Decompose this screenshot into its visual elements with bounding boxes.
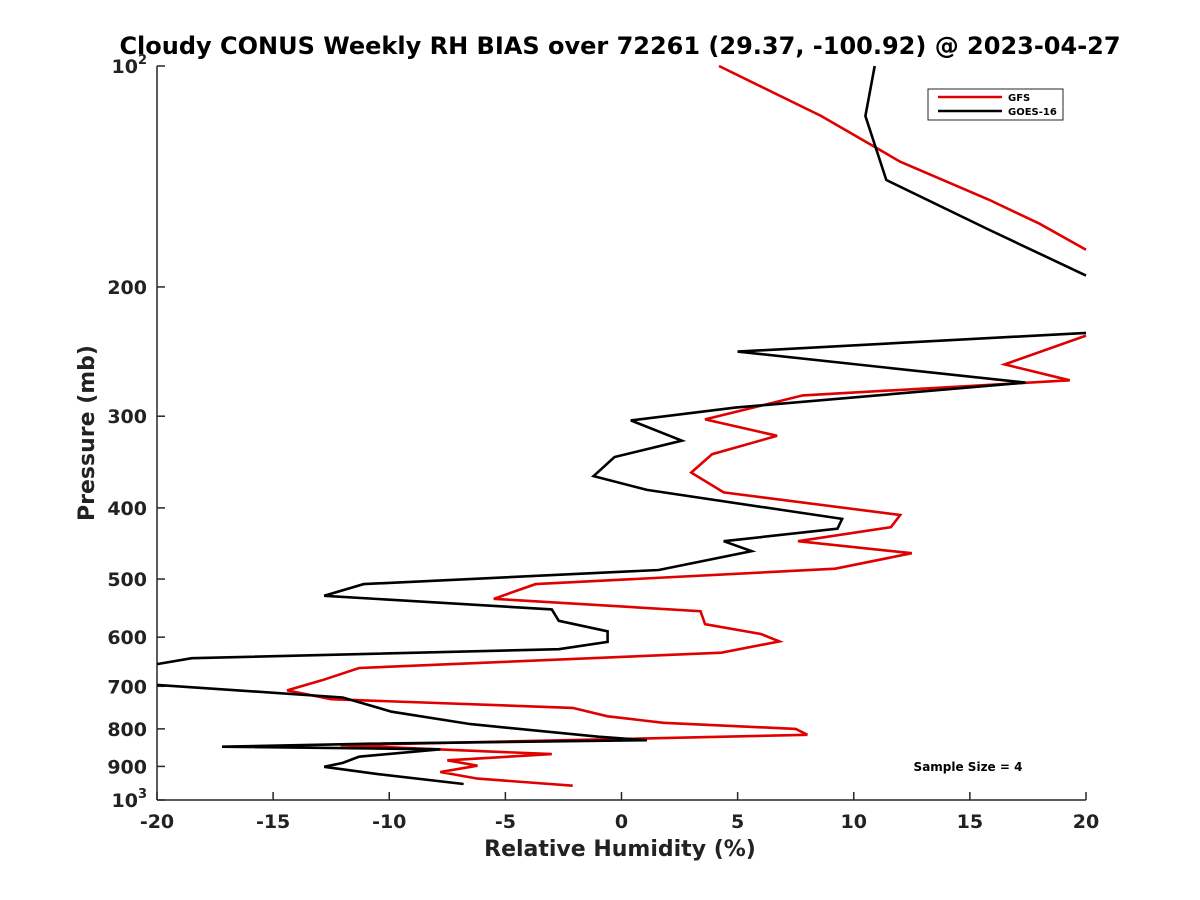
chart-title: Cloudy CONUS Weekly RH BIAS over 72261 (…	[119, 32, 1120, 60]
y-tick-label: 500	[107, 569, 147, 591]
x-tick-label: 10	[841, 811, 867, 833]
y-tick-label: 600	[107, 627, 147, 649]
x-tick-label: -15	[256, 811, 290, 833]
legend-label-goes16: GOES-16	[1008, 107, 1057, 118]
x-tick-label: -10	[372, 811, 406, 833]
x-tick-label: -5	[495, 811, 516, 833]
legend-label-gfs: GFS	[1008, 93, 1030, 104]
y-tick-label: 102	[112, 53, 148, 78]
x-tick-label: 15	[957, 811, 983, 833]
plot-area: -20 -15 -10 -5 0 5 10 15 20 10220030040050060070…	[107, 53, 1099, 833]
y-tick-label: 200	[107, 277, 147, 299]
y-tick-base: 10	[112, 56, 138, 78]
y-tick-label: 900	[107, 756, 147, 778]
x-tick-label: 20	[1073, 811, 1099, 833]
y-tick-exponent: 2	[138, 53, 147, 68]
series-line-goes16	[156, 65, 1087, 786]
y-tick-label: 400	[107, 498, 147, 520]
legend: GFS GOES-16	[927, 88, 1064, 121]
series-line-gfs	[286, 64, 1087, 787]
x-tick-label: 5	[731, 811, 744, 833]
y-tick-label: 800	[107, 719, 147, 741]
x-tick-label: -20	[140, 811, 174, 833]
y-tick-label: 103	[112, 787, 148, 812]
legend-box	[927, 88, 1064, 121]
sample-size-annotation: Sample Size = 4	[914, 760, 1023, 774]
series-lines	[156, 64, 1087, 787]
y-tick-label: 700	[107, 676, 147, 698]
x-ticks: -20 -15 -10 -5 0 5 10 15 20	[140, 792, 1099, 833]
y-tick-base: 10	[112, 790, 138, 812]
x-tick-label: 0	[615, 811, 628, 833]
y-tick-label: 300	[107, 406, 147, 428]
y-tick-exponent: 3	[138, 787, 147, 802]
x-axis-label: Relative Humidity (%)	[484, 837, 756, 862]
y-axis-label: Pressure (mb)	[75, 345, 100, 521]
